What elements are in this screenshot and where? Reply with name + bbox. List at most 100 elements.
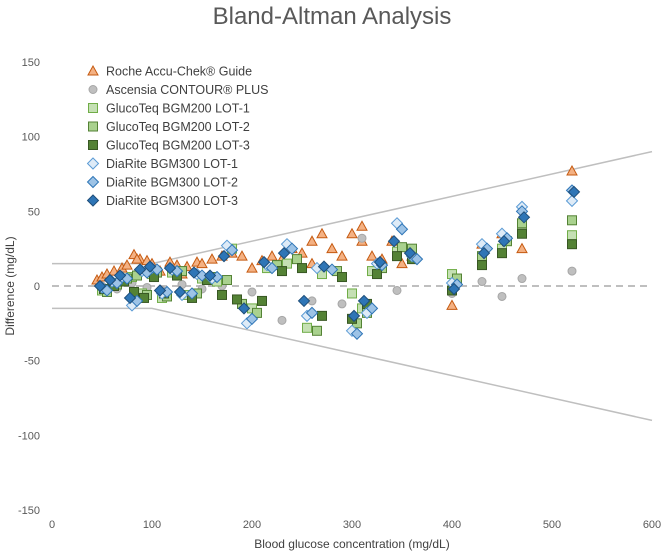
- y-tick-label: -150: [18, 505, 40, 517]
- data-point: [403, 246, 417, 260]
- data-point: [316, 227, 328, 239]
- data-point: [277, 266, 287, 277]
- data-point: [350, 327, 364, 340]
- data-point: [252, 307, 262, 318]
- data-point: [357, 233, 367, 243]
- data-point: [567, 266, 577, 276]
- data-point: [312, 325, 322, 336]
- data-point: [185, 287, 199, 300]
- data-point: [297, 294, 311, 308]
- legend-item: Ascensia CONTOUR® PLUS: [88, 83, 269, 97]
- data-point: [292, 254, 302, 265]
- legend-marker: [86, 175, 100, 189]
- series-8: [93, 185, 581, 323]
- data-point: [246, 262, 258, 273]
- legend-item: Roche Accu-Chek® Guide: [87, 64, 252, 79]
- data-point: [567, 239, 577, 250]
- data-point: [187, 266, 201, 279]
- data-point: [497, 234, 511, 248]
- data-point: [346, 227, 358, 239]
- data-point: [306, 235, 318, 246]
- data-point: [133, 263, 147, 276]
- limit-line-2: [52, 307, 653, 422]
- legend-label: DiaRite BGM300 LOT-2: [106, 176, 238, 190]
- legend-marker: [88, 140, 98, 150]
- data-point: [517, 274, 527, 284]
- data-point: [365, 302, 379, 315]
- data-point: [305, 306, 319, 320]
- data-point: [477, 246, 491, 260]
- legend-label: GlucoTeq BGM200 LOT-2: [106, 120, 250, 134]
- data-point: [266, 250, 278, 261]
- data-point: [236, 250, 248, 261]
- data-point: [565, 194, 579, 208]
- data-point: [337, 272, 347, 283]
- legend-item: GlucoTeq BGM200 LOT-1: [88, 102, 250, 116]
- x-tick-label: 600: [643, 519, 661, 531]
- data-point: [93, 279, 107, 293]
- legend-marker: [87, 64, 99, 76]
- legend-item: GlucoTeq BGM200 LOT-2: [88, 120, 250, 134]
- y-tick-label: -100: [18, 430, 40, 442]
- plot-area: -150 -100 -50 0 50 100 150 0 100 200 300 400 500 600: [18, 57, 661, 531]
- data-point: [397, 242, 407, 253]
- data-point: [302, 322, 312, 333]
- data-point: [143, 260, 157, 273]
- legend-marker: [88, 85, 98, 94]
- legend: Roche Accu-Chek® Guide Ascensia CONTOUR® …: [86, 64, 269, 208]
- legend-label: GlucoTeq BGM200 LOT-3: [106, 139, 250, 153]
- data-point: [257, 255, 271, 269]
- x-axis-label: Blood glucose concentration (mg/dL): [254, 537, 449, 551]
- y-tick-label: 150: [22, 57, 40, 69]
- data-point: [103, 273, 117, 287]
- data-point: [410, 252, 424, 266]
- data-point: [357, 294, 371, 308]
- data-point: [123, 291, 137, 305]
- legend-marker: [88, 103, 98, 113]
- data-point: [336, 250, 348, 261]
- data-point: [517, 211, 531, 224]
- data-point: [108, 265, 120, 276]
- data-point: [517, 228, 527, 239]
- data-point: [163, 261, 177, 275]
- data-point: [265, 261, 279, 275]
- legend-marker: [86, 194, 100, 207]
- data-point: [337, 299, 347, 309]
- data-point: [396, 257, 408, 269]
- data-point: [245, 312, 259, 326]
- data-point: [237, 302, 251, 315]
- data-point: [277, 246, 291, 260]
- legend-label: Roche Accu-Chek® Guide: [106, 65, 252, 79]
- data-point: [372, 269, 382, 280]
- x-tick-label: 0: [49, 519, 55, 531]
- legend-item: DiaRite BGM300 LOT-3: [86, 194, 238, 208]
- data-point: [153, 284, 167, 297]
- y-tick-label: 100: [22, 132, 40, 144]
- data-point: [217, 249, 231, 263]
- data-point: [392, 251, 402, 262]
- data-point: [326, 242, 338, 254]
- data-point: [317, 260, 331, 273]
- data-point: [497, 291, 507, 301]
- data-points: [91, 164, 581, 340]
- data-point: [373, 255, 387, 269]
- y-tick-label: 50: [28, 206, 40, 218]
- data-point: [247, 287, 257, 297]
- data-point: [121, 259, 133, 270]
- data-point: [257, 295, 267, 306]
- legend-label: DiaRite BGM300 LOT-3: [106, 194, 238, 208]
- data-point: [131, 253, 143, 264]
- legend-marker: [86, 157, 100, 170]
- data-point: [173, 285, 187, 299]
- data-point: [277, 315, 287, 325]
- data-point: [317, 310, 327, 321]
- legend-label: Ascensia CONTOUR® PLUS: [106, 83, 269, 97]
- data-point: [477, 260, 487, 271]
- data-point: [516, 242, 528, 254]
- data-point: [285, 242, 299, 255]
- legend-label: DiaRite BGM300 LOT-1: [106, 157, 238, 171]
- data-point: [567, 215, 577, 226]
- x-tick-label: 100: [143, 519, 161, 531]
- chart-title: Bland-Altman Analysis: [213, 3, 452, 30]
